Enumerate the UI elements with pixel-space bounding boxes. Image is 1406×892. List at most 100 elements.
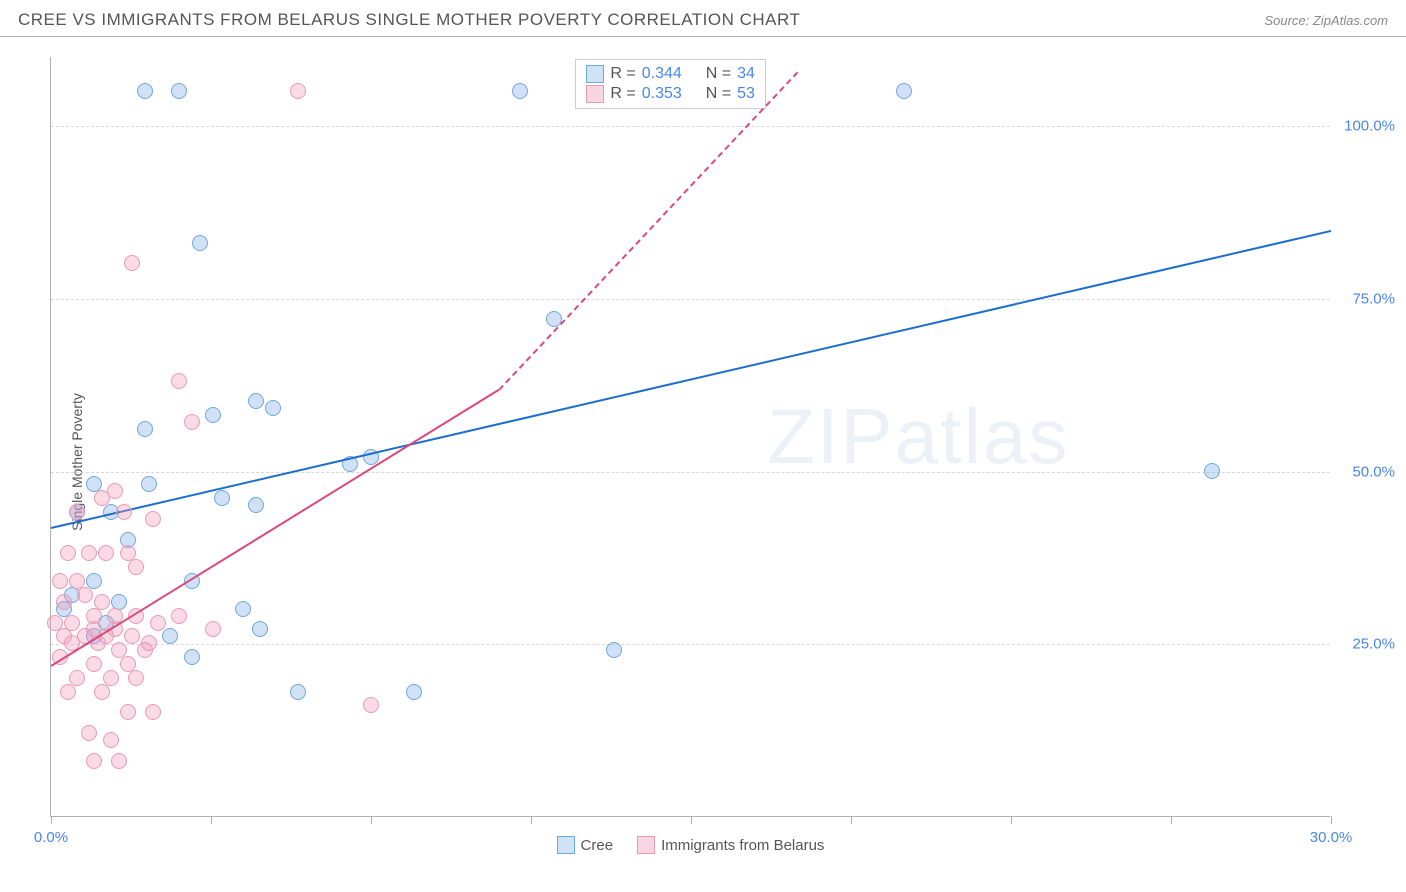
watermark: ZIPatlas (767, 391, 1069, 482)
y-tick-label: 25.0% (1352, 636, 1395, 653)
data-point (52, 573, 68, 589)
legend-swatch (637, 836, 655, 854)
data-point (406, 684, 422, 700)
y-tick-label: 100.0% (1344, 118, 1395, 135)
legend-swatch (557, 836, 575, 854)
data-point (103, 732, 119, 748)
data-point (107, 483, 123, 499)
data-point (606, 642, 622, 658)
legend-swatch (586, 85, 604, 103)
watermark-bold: ZIP (767, 392, 894, 480)
gridline (51, 472, 1330, 473)
trend-line (50, 389, 499, 667)
data-point (192, 235, 208, 251)
data-point (116, 504, 132, 520)
data-point (150, 615, 166, 631)
x-tick-label: 0.0% (34, 829, 68, 846)
x-tick-label: 30.0% (1310, 829, 1353, 846)
x-tick (371, 816, 372, 824)
data-point (56, 594, 72, 610)
x-tick (1331, 816, 1332, 824)
stat-r-label: R = (610, 85, 635, 103)
data-point (120, 704, 136, 720)
x-tick (1171, 816, 1172, 824)
stat-n-label: N = (706, 85, 731, 103)
x-tick (1011, 816, 1012, 824)
data-point (124, 628, 140, 644)
data-point (137, 642, 153, 658)
legend-swatch (586, 65, 604, 83)
y-tick-label: 75.0% (1352, 290, 1395, 307)
x-tick (531, 816, 532, 824)
data-point (98, 545, 114, 561)
y-tick-label: 50.0% (1352, 463, 1395, 480)
gridline (51, 299, 1330, 300)
data-point (111, 642, 127, 658)
data-point (171, 373, 187, 389)
data-point (77, 587, 93, 603)
data-point (184, 414, 200, 430)
data-point (94, 684, 110, 700)
data-point (1204, 463, 1220, 479)
data-point (214, 490, 230, 506)
legend-item: Immigrants from Belarus (637, 836, 824, 854)
data-point (86, 753, 102, 769)
x-tick (211, 816, 212, 824)
data-point (81, 725, 97, 741)
stat-n-value: 53 (737, 85, 755, 103)
legend-item: Cree (557, 836, 614, 854)
trend-line (51, 230, 1331, 529)
data-point (184, 649, 200, 665)
legend-label: Cree (581, 837, 614, 854)
stats-row: R = 0.353 N = 53 (586, 84, 755, 104)
data-point (265, 400, 281, 416)
data-point (81, 545, 97, 561)
data-point (205, 621, 221, 637)
bottom-legend: Cree Immigrants from Belarus (51, 836, 1330, 854)
x-tick (851, 816, 852, 824)
chart-title: CREE VS IMMIGRANTS FROM BELARUS SINGLE M… (18, 10, 800, 30)
stat-r-label: R = (610, 65, 635, 83)
chart-container: Single Mother Poverty ZIPatlas R = 0.344… (0, 37, 1406, 887)
chart-source: Source: ZipAtlas.com (1264, 13, 1388, 28)
chart-header: CREE VS IMMIGRANTS FROM BELARUS SINGLE M… (0, 0, 1406, 37)
x-tick (691, 816, 692, 824)
x-tick (51, 816, 52, 824)
data-point (248, 497, 264, 513)
data-point (145, 704, 161, 720)
stat-r-value: 0.344 (642, 65, 682, 83)
stat-r-value: 0.353 (642, 85, 682, 103)
data-point (124, 255, 140, 271)
data-point (128, 559, 144, 575)
legend-label: Immigrants from Belarus (661, 837, 824, 854)
stats-box: R = 0.344 N = 34 R = 0.353 N = 53 (575, 59, 766, 109)
data-point (128, 670, 144, 686)
stat-n-value: 34 (737, 65, 755, 83)
data-point (86, 656, 102, 672)
gridline (51, 644, 1330, 645)
data-point (235, 601, 251, 617)
data-point (60, 684, 76, 700)
data-point (896, 83, 912, 99)
stat-n-label: N = (706, 65, 731, 83)
stats-row: R = 0.344 N = 34 (586, 64, 755, 84)
gridline (51, 126, 1330, 127)
data-point (141, 476, 157, 492)
data-point (137, 83, 153, 99)
data-point (205, 407, 221, 423)
data-point (69, 504, 85, 520)
data-point (137, 421, 153, 437)
data-point (162, 628, 178, 644)
data-point (290, 83, 306, 99)
plot-area: ZIPatlas R = 0.344N = 34R = 0.353N = 53 … (50, 57, 1330, 817)
watermark-thin: atlas (895, 392, 1070, 480)
data-point (171, 83, 187, 99)
data-point (111, 753, 127, 769)
data-point (171, 608, 187, 624)
data-point (363, 697, 379, 713)
data-point (145, 511, 161, 527)
trend-line (498, 71, 798, 390)
data-point (60, 545, 76, 561)
data-point (290, 684, 306, 700)
data-point (512, 83, 528, 99)
